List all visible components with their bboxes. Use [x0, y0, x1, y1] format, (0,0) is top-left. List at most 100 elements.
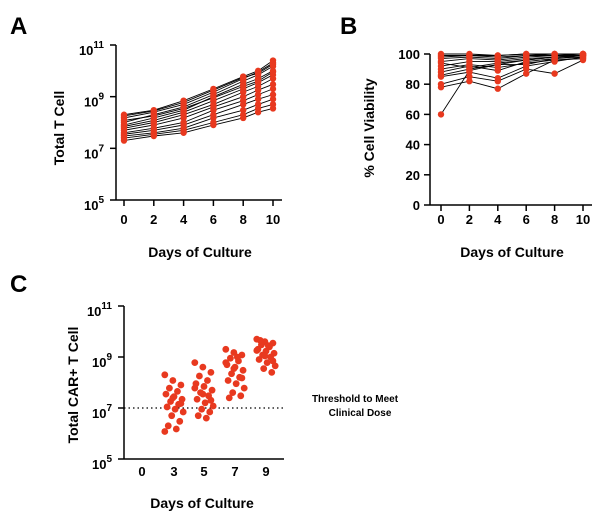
panel-c-x-tick-label: 9: [262, 464, 269, 479]
panel-c-data-point: [191, 384, 199, 392]
panel-c-data-point: [168, 412, 176, 420]
panel-a-data-point: [150, 112, 157, 120]
panel-b-y-tick-label: 100: [398, 47, 420, 62]
panel-a-x-tick-label: 0: [120, 212, 127, 227]
panel-c-data-point: [172, 425, 180, 433]
panel-b-series-line: [440, 56, 584, 76]
panel-a-data-point: [269, 81, 277, 88]
panel-a-data-point: [210, 86, 217, 94]
panel-b-series-line: [440, 59, 584, 85]
panel-a-data-point: [240, 114, 247, 122]
panel-b-data-point: [466, 73, 473, 80]
panel-c-data-point: [256, 336, 264, 344]
panel-c: C Total CAR+ T Cell Days of Culture Thre…: [10, 271, 399, 511]
panel-c-y-tick-label: 105: [92, 454, 112, 472]
panel-c-data-point: [171, 405, 179, 413]
panel-c-data-point: [237, 392, 245, 400]
panel-c-data-point: [253, 347, 261, 354]
panel-b-series: [437, 50, 587, 118]
panel-c-data-point: [227, 354, 234, 362]
panel-b-x-tick-label: 6: [523, 212, 530, 227]
panel-c-data-point: [204, 377, 211, 384]
panel-b-data-point: [466, 50, 473, 58]
panel-a-data-point: [240, 83, 247, 90]
panel-b-series-line: [440, 53, 584, 59]
panel-c-data-point: [179, 408, 187, 416]
panel-b-y-tick-label: 60: [406, 107, 420, 122]
panel-c-data-point: [177, 381, 185, 389]
panel-a-data-point: [269, 85, 277, 93]
panel-b-data-point: [437, 71, 445, 79]
panel-c-data-point: [201, 399, 209, 407]
panel-b-series-line: [440, 55, 584, 69]
panel-a-series-line: [123, 63, 274, 117]
panel-c-x-tick-label: 7: [231, 464, 238, 479]
panel-c-letter: C: [10, 271, 27, 298]
panel-b-series-line: [440, 56, 584, 79]
panel-a-data-point: [180, 114, 187, 122]
panel-a-x-ticks: 0 2 4 6 8 10: [120, 200, 280, 227]
panel-c-data-point: [268, 368, 276, 376]
panel-b-x-axis-title: Days of Culture: [460, 244, 564, 260]
panel-c-data-point: [198, 405, 206, 413]
panel-c-y-tick-label: 107: [92, 403, 112, 421]
panel-c-data-point: [229, 389, 237, 397]
panel-a-x-tick-label: 10: [266, 212, 280, 227]
panel-a-data-point: [210, 121, 217, 129]
panel-a-data-point: [240, 88, 247, 96]
panel-a-data-point: [254, 91, 262, 98]
panel-c-data-point: [207, 396, 215, 404]
panel-c-x-ticks: 0 3 5 7 9: [138, 464, 269, 479]
panel-c-data-point: [200, 383, 208, 390]
panel-b: B % Cell Viability Days of Culture 02040…: [340, 13, 592, 260]
panel-a-y-tick-label: 107: [84, 143, 104, 161]
panel-a-series: [120, 57, 277, 144]
panel-b-data-point: [466, 64, 473, 71]
panel-c-data-point: [264, 342, 272, 349]
panel-c-data-point: [194, 412, 202, 420]
panel-a-y-ticks: 105 107 109 1011: [79, 40, 116, 213]
panel-b-x-tick-label: 2: [466, 212, 473, 227]
panel-c-data-point: [199, 390, 207, 398]
panel-a-y-tick-label: 105: [84, 195, 104, 213]
panel-b-y-tick-label: 80: [406, 77, 420, 92]
panel-b-x-tick-label: 10: [576, 212, 590, 227]
panel-c-data-point: [225, 394, 233, 402]
panel-c-data-point: [232, 380, 240, 388]
panel-c-y-axis-title: Total CAR+ T Cell: [65, 327, 81, 444]
panel-c-data-point: [202, 414, 210, 422]
threshold-label-line2: Clinical Dose: [329, 408, 392, 419]
panel-a: A Total T Cell Days of Culture 105 107 109…: [10, 13, 282, 260]
panel-c-data-point: [161, 371, 169, 379]
panel-a-data-point: [210, 114, 217, 122]
panel-a-data-point: [240, 101, 247, 108]
panel-a-data-point: [120, 137, 128, 144]
panel-a-data-point: [240, 106, 247, 114]
panel-a-y-axis-title: Total T Cell: [51, 91, 67, 165]
panel-a-data-point: [269, 75, 277, 82]
panel-b-data-point: [466, 77, 473, 85]
panel-b-data-point: [494, 74, 501, 82]
panel-b-y-tick-label: 20: [406, 168, 420, 183]
panel-a-data-point: [254, 86, 262, 94]
panel-c-x-axis-title: Days of Culture: [150, 495, 254, 511]
panel-b-series-line: [440, 58, 584, 70]
panel-a-data-point: [150, 107, 157, 115]
panel-c-x-tick-label: 0: [138, 464, 145, 479]
panel-b-data-point: [523, 70, 530, 77]
panel-c-data-point: [169, 377, 177, 384]
panel-c-x-tick-label: 3: [170, 464, 177, 479]
panel-b-data-point: [551, 50, 558, 58]
threshold-label-line1: Threshold to Meet: [312, 394, 399, 405]
panel-a-letter: A: [10, 13, 27, 40]
panel-a-data-point: [254, 77, 262, 85]
panel-a-data-point: [120, 112, 128, 120]
panel-b-x-tick-label: 8: [551, 212, 558, 227]
panel-a-data-point: [269, 105, 277, 112]
panel-b-y-tick-label: 0: [413, 198, 420, 213]
panel-c-data-point: [174, 387, 181, 395]
panel-a-data-point: [180, 99, 187, 106]
panel-c-data-point: [230, 365, 238, 373]
panel-b-data-point: [437, 111, 445, 118]
panel-b-data-point: [579, 50, 587, 58]
